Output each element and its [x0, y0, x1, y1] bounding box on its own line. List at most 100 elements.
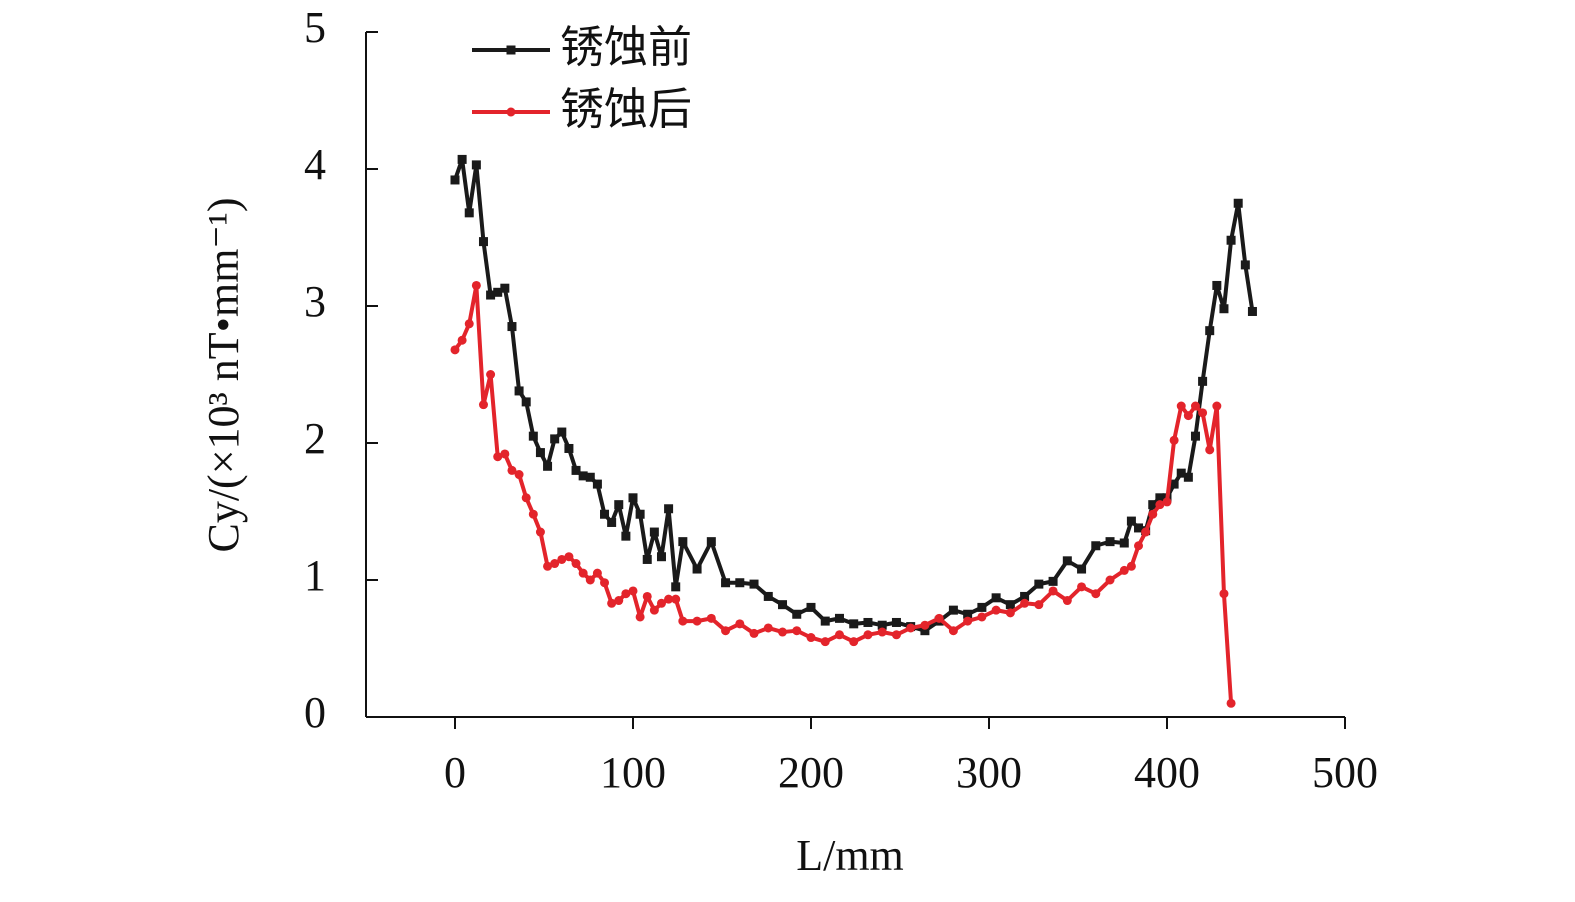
data-point [621, 531, 631, 541]
y-axis-label: Cy/(×10³ nT•mm⁻¹) [199, 197, 248, 552]
data-point [920, 626, 930, 636]
data-point [792, 626, 802, 636]
data-point [1219, 589, 1229, 599]
data-point [735, 578, 745, 588]
x-tick-label: 400 [1134, 748, 1200, 797]
y-tick-label: 2 [304, 414, 326, 463]
data-point [877, 627, 887, 637]
data-point [1126, 561, 1136, 571]
data-point [514, 386, 524, 396]
data-point [1119, 538, 1129, 548]
data-point [557, 554, 567, 564]
data-point [464, 208, 474, 218]
data-point [535, 527, 545, 537]
data-point [863, 630, 873, 640]
data-point [1226, 235, 1236, 245]
data-point [493, 452, 503, 462]
data-point [564, 552, 574, 562]
data-point [1141, 527, 1151, 537]
data-point [528, 509, 538, 519]
data-point [806, 602, 816, 612]
data-point [906, 623, 916, 633]
data-point [1034, 600, 1044, 610]
data-point [1240, 260, 1250, 270]
data-point [963, 616, 973, 626]
data-point [671, 582, 681, 592]
data-point [735, 619, 745, 629]
data-point [991, 593, 1001, 603]
y-tick-label: 3 [304, 277, 326, 326]
data-point [706, 537, 716, 547]
x-tick-label: 300 [956, 748, 1022, 797]
data-point [457, 335, 467, 345]
data-point [478, 237, 488, 247]
data-point [543, 561, 553, 571]
data-point [806, 633, 816, 643]
series-line [453, 283, 1234, 704]
data-point [1048, 586, 1058, 596]
data-point [486, 290, 496, 300]
data-point [1205, 445, 1215, 455]
data-point [507, 465, 517, 475]
data-point [592, 568, 602, 578]
data-point [671, 594, 681, 604]
data-point [649, 605, 659, 615]
data-point [820, 616, 830, 626]
data-point [1169, 479, 1179, 489]
data-point [543, 461, 553, 471]
data-point [578, 471, 588, 481]
x-tick-label: 100 [600, 748, 666, 797]
data-point [1077, 582, 1087, 592]
data-point [1148, 500, 1158, 510]
data-point [664, 504, 674, 514]
data-point [1134, 523, 1144, 533]
y-tick-label: 4 [304, 140, 326, 189]
data-point [1020, 591, 1030, 601]
data-point [849, 637, 859, 647]
data-point [514, 470, 524, 480]
data-point [600, 509, 610, 519]
data-point [1162, 497, 1172, 507]
data-point [493, 287, 503, 297]
data-point [1176, 401, 1186, 411]
data-point [642, 591, 652, 601]
legend-marker [506, 107, 516, 117]
data-point [977, 602, 987, 612]
data-point [571, 465, 581, 475]
data-point [614, 500, 624, 510]
data-point [934, 613, 944, 623]
data-point [600, 578, 610, 588]
data-point [749, 628, 759, 638]
data-point [678, 616, 688, 626]
data-point [792, 609, 802, 619]
data-point [1034, 579, 1044, 589]
data-point [920, 620, 930, 630]
y-tick-label: 1 [304, 551, 326, 600]
y-tick-label: 5 [304, 3, 326, 52]
data-point [1119, 565, 1129, 575]
data-point [486, 370, 496, 379]
data-point [834, 613, 844, 623]
data-point [778, 627, 788, 637]
data-point [963, 609, 973, 619]
x-tick-label: 0 [444, 748, 466, 797]
data-point [863, 617, 873, 627]
data-point [550, 559, 560, 569]
data-point [642, 554, 652, 564]
data-point [507, 322, 517, 332]
data-point [1048, 576, 1058, 586]
data-point [457, 154, 467, 164]
data-point [1155, 500, 1165, 510]
data-point [1155, 493, 1165, 503]
data-point [450, 345, 460, 355]
data-point [948, 605, 958, 615]
data-point [528, 431, 538, 441]
data-point [1176, 468, 1186, 478]
data-point [1247, 306, 1257, 316]
data-point [628, 493, 638, 503]
data-point [763, 591, 773, 601]
data-point [778, 600, 788, 610]
data-point [464, 319, 474, 329]
data-point [763, 623, 773, 633]
